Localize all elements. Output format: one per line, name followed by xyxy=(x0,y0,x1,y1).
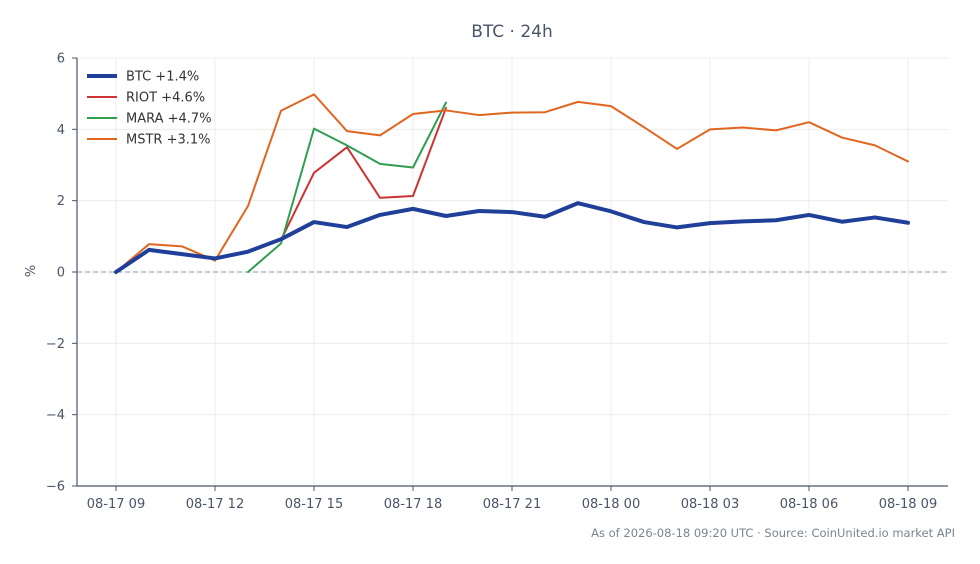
x-tick-label: 08-18 09 xyxy=(879,497,937,512)
x-tick-label: 08-17 09 xyxy=(87,497,145,512)
legend-label-btc: BTC +1.4% xyxy=(126,70,199,85)
source-note: As of 2026-08-18 09:20 UTC · Source: Coi… xyxy=(591,526,955,540)
series-line-mara xyxy=(247,101,447,273)
y-tick-label: 2 xyxy=(57,194,65,209)
series-line-riot xyxy=(280,106,447,241)
x-tick-label: 08-18 06 xyxy=(780,497,838,512)
y-tick-label: −2 xyxy=(46,337,65,352)
x-tick-label: 08-17 21 xyxy=(483,497,541,512)
y-tick-label: −4 xyxy=(46,408,65,423)
series-line-btc xyxy=(114,201,910,274)
series-lines xyxy=(114,93,910,274)
grid xyxy=(77,57,948,487)
legend-label-mstr: MSTR +3.1% xyxy=(126,133,211,148)
chart-title: BTC · 24h xyxy=(471,22,553,42)
series-line-mstr xyxy=(115,93,909,273)
x-tick-label: 08-17 18 xyxy=(384,497,442,512)
y-tick-label: −6 xyxy=(46,480,65,495)
x-tick-label: 08-18 03 xyxy=(681,497,739,512)
x-tick-label: 08-17 12 xyxy=(186,497,244,512)
legend: BTC +1.4% RIOT +4.6% MARA +4.7% MSTR +3.1% xyxy=(87,70,212,148)
axes: 6 4 2 0 −2 −4 −6 08-17 09 08-17 12 08-17 15 08-17 … xyxy=(46,52,948,512)
y-tick-label: 6 xyxy=(57,52,65,67)
x-tick-label: 08-18 00 xyxy=(582,497,640,512)
y-tick-label: 0 xyxy=(57,266,65,281)
y-axis-label: % xyxy=(24,265,39,277)
y-tick-label: 4 xyxy=(57,123,65,138)
legend-label-riot: RIOT +4.6% xyxy=(126,91,205,106)
legend-label-mara: MARA +4.7% xyxy=(126,112,212,127)
x-tick-label: 08-17 15 xyxy=(285,497,343,512)
